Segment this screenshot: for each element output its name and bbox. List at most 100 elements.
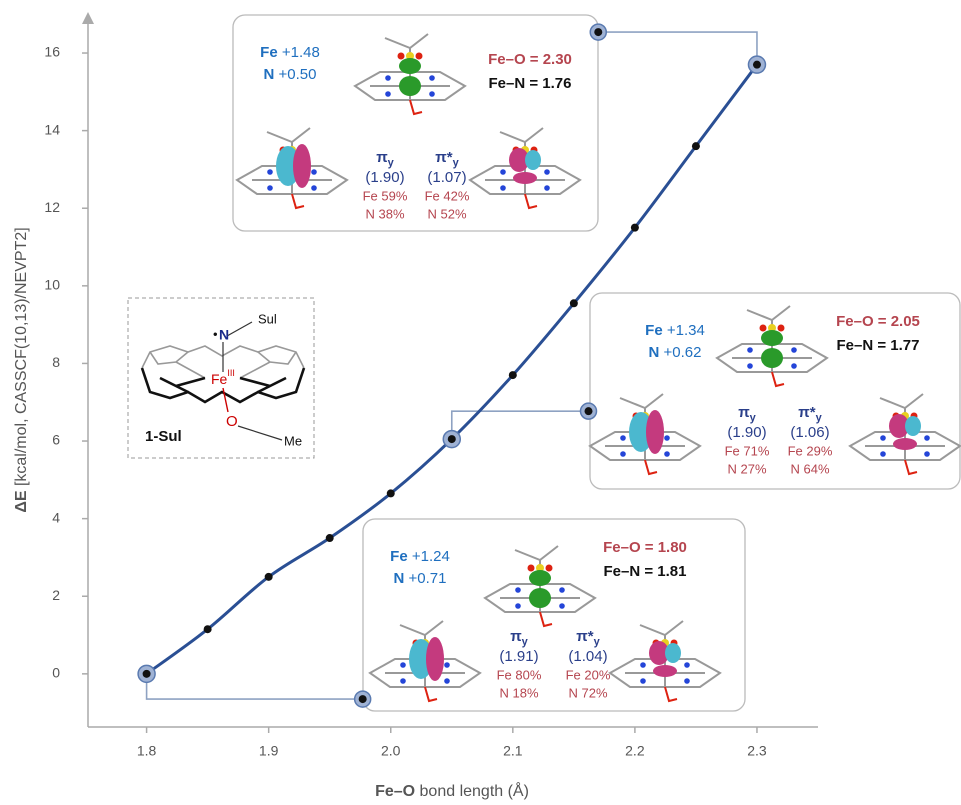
y-tick-label: 8	[52, 354, 60, 370]
occupation: (1.06)	[790, 424, 829, 441]
x-tick-label: 1.8	[137, 743, 157, 759]
orbital-sub: y	[750, 412, 757, 424]
atom-n	[515, 587, 521, 593]
atom-n	[429, 91, 435, 97]
orbital-name: π*	[798, 404, 815, 421]
x-tick-label: 2.3	[747, 743, 767, 759]
charge-label: Fe +1.48	[260, 44, 320, 61]
charge-label: Fe +1.34	[645, 322, 705, 339]
atom-n	[747, 347, 753, 353]
methoxy	[644, 459, 658, 476]
connector	[145, 673, 363, 700]
atom-n	[267, 185, 273, 191]
fe-o-distance: Fe–O = 2.05	[836, 313, 920, 330]
orbital-lobe	[529, 570, 551, 586]
panel-box	[362, 518, 746, 712]
plot	[137, 23, 767, 708]
charge-value: +0.62	[664, 344, 702, 361]
atom-n	[559, 587, 565, 593]
y-axis-title: ΔE [kcal/mol, CASSCF(10,13)/NEVPT2]	[13, 227, 30, 512]
methoxy	[664, 686, 678, 703]
orbital-lobe	[905, 416, 921, 436]
atom-n	[444, 662, 450, 668]
x-axis-title-rest: bond length (Å)	[415, 781, 529, 800]
orbital-lobe	[761, 330, 783, 346]
x-tick-label: 1.9	[259, 743, 279, 759]
atom-n	[664, 451, 670, 457]
orbital-lobe	[893, 438, 917, 450]
data-point	[508, 371, 517, 380]
orbital-symbol: πy	[510, 628, 528, 648]
n-character: N 18%	[499, 685, 538, 700]
orbital-sub: y	[816, 412, 823, 424]
atom-n	[500, 169, 506, 175]
orbital-symbol: πy	[738, 404, 756, 424]
methoxy	[291, 193, 305, 210]
occupation: (1.07)	[427, 169, 466, 186]
molecule	[468, 127, 582, 210]
y-tick-label: 14	[44, 121, 60, 137]
n-character: N 52%	[427, 206, 466, 221]
atom-s	[406, 52, 414, 60]
fe-symbol: Fe	[211, 371, 228, 387]
atom-n	[444, 678, 450, 684]
n-sul-bond	[226, 321, 253, 337]
orbital-name: π*	[576, 628, 593, 645]
atom-n	[620, 435, 626, 441]
n-character: N 27%	[727, 461, 766, 476]
atom-n	[500, 185, 506, 191]
atom-n	[385, 91, 391, 97]
fe-n-distance: Fe–N = 1.81	[604, 563, 687, 580]
callout-anchor-dot	[584, 407, 593, 416]
molecule	[848, 393, 961, 476]
y-axis-title-bold: ΔE	[13, 490, 30, 513]
atom-n	[747, 363, 753, 369]
fe-n-distance: Fe–N = 1.76	[489, 75, 572, 92]
fe-o-bond	[222, 387, 229, 413]
data-point	[447, 435, 456, 444]
atom-o	[397, 52, 405, 60]
y-tick-label: 12	[44, 199, 60, 215]
fe-character: Fe 80%	[497, 667, 542, 682]
atom-n	[791, 347, 797, 353]
y-axis-arrow	[82, 12, 94, 24]
atom-s	[536, 564, 544, 572]
charge-element: N	[264, 66, 275, 83]
orbital-lobe	[529, 588, 551, 608]
orbital-lobe	[293, 144, 311, 188]
orbital-lobe	[649, 641, 669, 665]
molecule	[588, 393, 702, 476]
y-tick-label: 10	[44, 277, 60, 293]
n-character: N 64%	[790, 461, 829, 476]
charge-label: Fe +1.24	[390, 548, 450, 565]
atom-n	[620, 451, 626, 457]
molecule	[368, 620, 482, 703]
atom-n	[791, 363, 797, 369]
orbital-lobe	[665, 643, 681, 663]
orbital-lobe	[513, 172, 537, 184]
charge-label: N +0.62	[649, 344, 702, 361]
y-tick-label: 2	[52, 587, 60, 603]
x-axis-title-bold: Fe–O	[375, 783, 415, 800]
atom-n	[880, 435, 886, 441]
charge-value: +0.71	[409, 570, 447, 587]
compound-name: 1-Sul	[145, 428, 182, 445]
atom-n	[385, 75, 391, 81]
fe-o-distance: Fe–O = 2.30	[488, 51, 572, 68]
data-point	[630, 223, 639, 232]
y-tick-label: 0	[52, 665, 60, 681]
y-axis-title-rest: [kcal/mol, CASSCF(10,13)/NEVPT2]	[13, 227, 30, 490]
charge-element: Fe	[260, 44, 278, 61]
orbital-lobe	[889, 414, 909, 438]
orbital-sub: y	[594, 636, 601, 648]
orbital-symbol: π*y	[435, 149, 459, 169]
axes: ΔE [kcal/mol, CASSCF(10,13)/NEVPT2] Fe–O…	[13, 12, 818, 800]
x-tick-label: 2.1	[503, 743, 523, 759]
occupation: (1.04)	[568, 648, 607, 665]
molecule	[715, 305, 829, 388]
atom-n	[640, 662, 646, 668]
orbital-lobe	[399, 76, 421, 96]
orbital-lobe	[509, 148, 529, 172]
atom-n	[544, 169, 550, 175]
atom-n	[684, 662, 690, 668]
